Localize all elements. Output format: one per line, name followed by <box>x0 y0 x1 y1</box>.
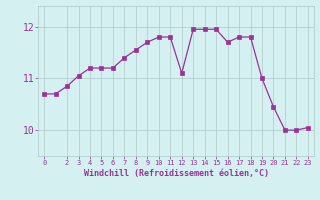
X-axis label: Windchill (Refroidissement éolien,°C): Windchill (Refroidissement éolien,°C) <box>84 169 268 178</box>
